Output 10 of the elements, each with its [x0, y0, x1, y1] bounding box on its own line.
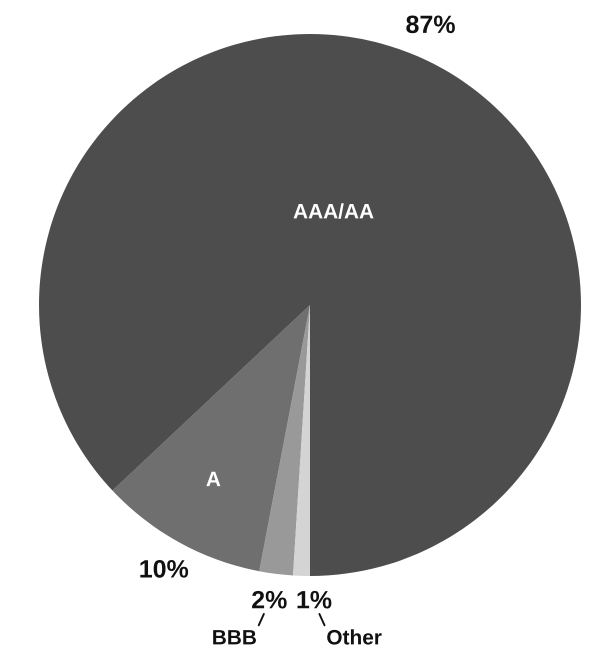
data-label: 87%	[406, 15, 455, 34]
pie-slice	[259, 305, 310, 576]
data-label: 10%	[140, 560, 188, 578]
pie-slice	[39, 34, 581, 576]
slice-label: BBB	[213, 630, 256, 644]
slice-label: A	[206, 472, 220, 486]
slice-label: AAA/AA	[294, 203, 374, 219]
data-label: 1%	[298, 590, 332, 608]
data-label: 2%	[252, 590, 287, 608]
slice-label: Other	[327, 629, 382, 645]
